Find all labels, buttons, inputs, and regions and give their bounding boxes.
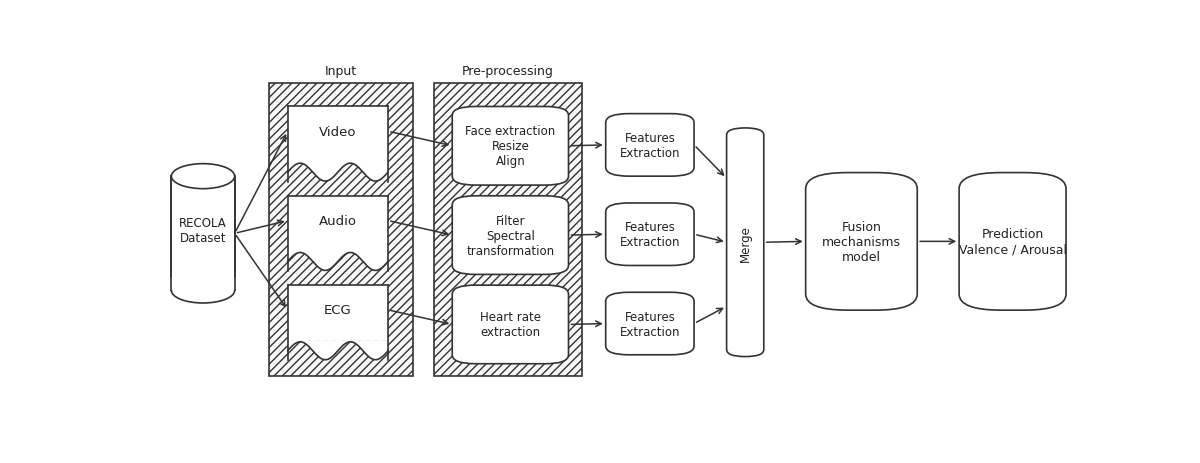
Bar — [269, 84, 413, 376]
Text: Audio: Audio — [319, 215, 356, 228]
Bar — [288, 286, 388, 340]
Bar — [288, 196, 388, 251]
Bar — [172, 177, 235, 291]
Text: Features
Extraction: Features Extraction — [619, 131, 680, 160]
Polygon shape — [288, 251, 388, 271]
Ellipse shape — [172, 278, 235, 303]
FancyBboxPatch shape — [606, 204, 694, 266]
Bar — [288, 107, 388, 162]
FancyBboxPatch shape — [805, 173, 917, 311]
Text: Features
Extraction: Features Extraction — [619, 310, 680, 338]
Text: Prediction
Valence / Arousal: Prediction Valence / Arousal — [959, 228, 1067, 256]
Bar — [169, 278, 236, 291]
Text: Merge: Merge — [739, 225, 751, 261]
Text: ECG: ECG — [324, 304, 352, 317]
Text: Pre-processing: Pre-processing — [462, 65, 554, 78]
FancyBboxPatch shape — [606, 293, 694, 355]
Text: RECOLA
Dataset: RECOLA Dataset — [179, 216, 227, 244]
FancyBboxPatch shape — [452, 107, 569, 186]
Text: Fusion
mechanisms
model: Fusion mechanisms model — [822, 220, 901, 263]
Text: Filter
Spectral
transformation: Filter Spectral transformation — [467, 214, 554, 257]
Bar — [433, 84, 582, 376]
FancyBboxPatch shape — [959, 173, 1066, 311]
FancyBboxPatch shape — [606, 114, 694, 177]
Text: Face extraction
Resize
Align: Face extraction Resize Align — [466, 125, 556, 168]
Text: Video: Video — [319, 125, 356, 138]
Polygon shape — [288, 340, 388, 360]
FancyBboxPatch shape — [727, 129, 764, 357]
FancyBboxPatch shape — [452, 196, 569, 275]
Text: Features
Extraction: Features Extraction — [619, 221, 680, 249]
Text: Heart rate
extraction: Heart rate extraction — [480, 311, 541, 339]
Ellipse shape — [172, 164, 235, 189]
Polygon shape — [288, 162, 388, 181]
FancyBboxPatch shape — [452, 286, 569, 364]
Text: Input: Input — [325, 65, 358, 78]
